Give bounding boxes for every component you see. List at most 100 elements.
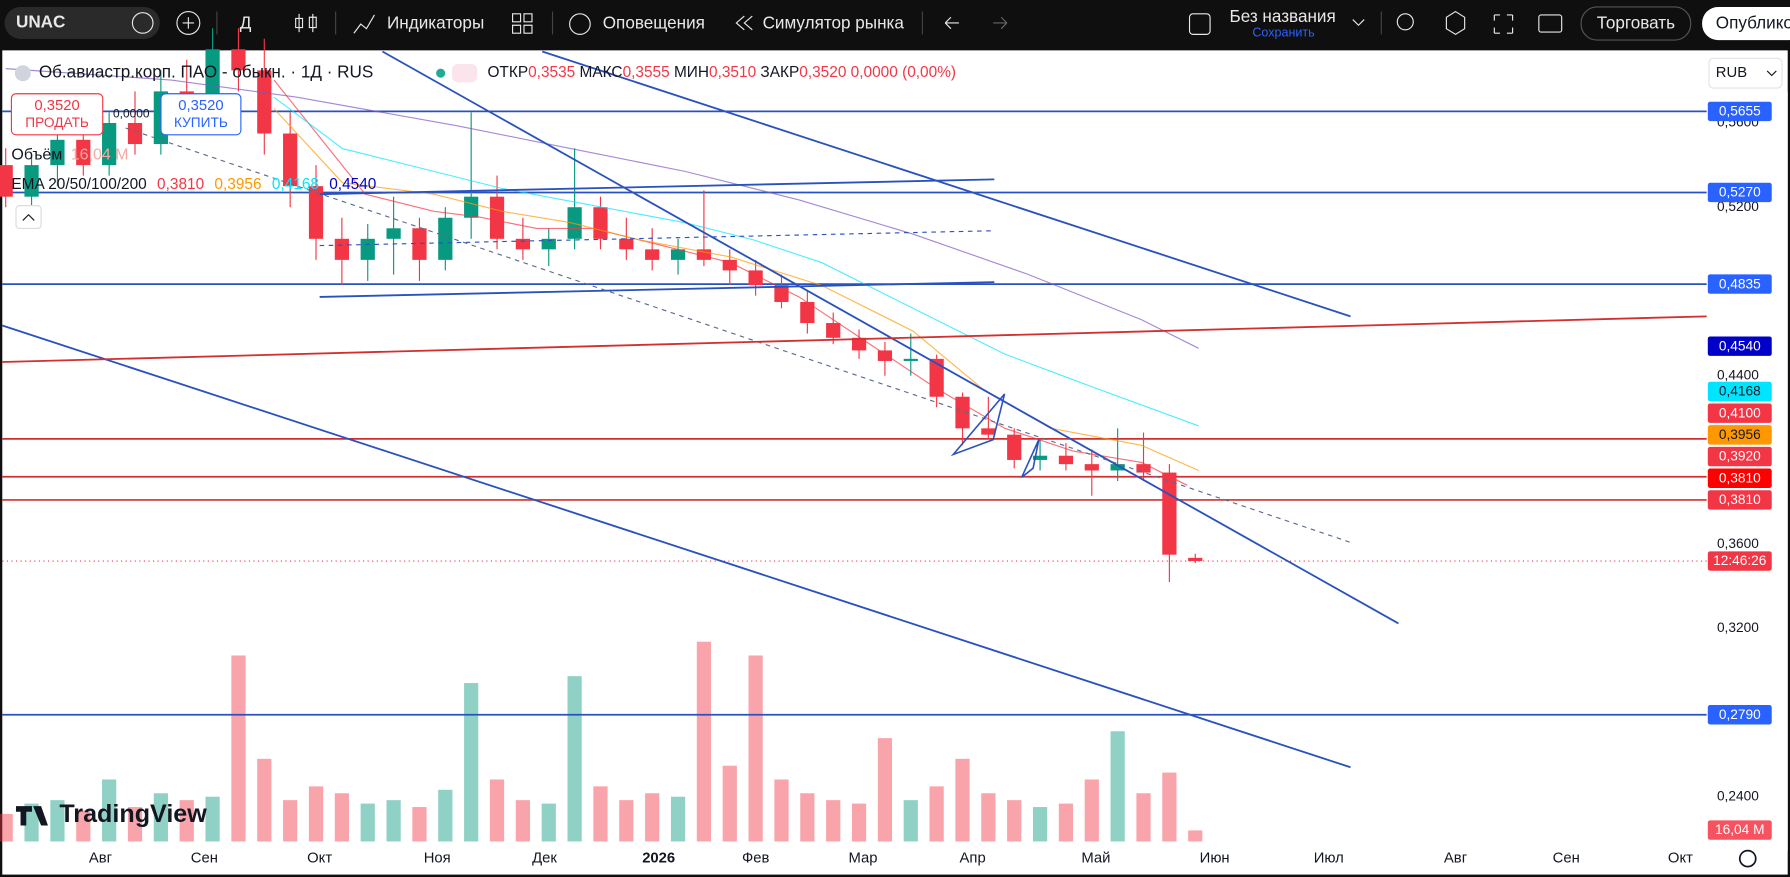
replay-icon[interactable] — [735, 15, 753, 31]
templates-button[interactable] — [511, 13, 533, 34]
candle-body — [464, 196, 479, 218]
ohlc-value: 0,3535 — [528, 64, 575, 81]
plus-icon — [182, 17, 195, 29]
y-tick-label: 0,3200 — [1717, 620, 1759, 635]
candle-body — [1110, 464, 1125, 471]
currency[interactable]: RUB — [1716, 65, 1747, 81]
legend: Об.авиастр.корп. ПАО - обыкн. · 1Д · RUS… — [10, 57, 1783, 868]
chart-type-button[interactable] — [295, 13, 317, 33]
volume-bar — [24, 803, 39, 842]
candle-body — [619, 238, 634, 250]
buy-label[interactable]: КУПИТЬ — [174, 115, 228, 130]
ohlc-value: 0,3555 — [623, 64, 670, 81]
fullscreen-button[interactable] — [1493, 14, 1514, 34]
compare-button[interactable] — [176, 10, 201, 35]
candle-body — [283, 133, 298, 187]
volume-bar — [619, 800, 634, 842]
settings-button[interactable] — [1445, 10, 1466, 36]
interval[interactable]: Д — [240, 14, 252, 33]
volume-bar — [541, 803, 556, 842]
alerts-button[interactable]: Оповещения — [603, 14, 705, 33]
volume-bar — [412, 807, 427, 842]
price-label: 0,5655 — [1719, 104, 1761, 119]
currency-button[interactable] — [1708, 57, 1783, 89]
x-tick-label: Апр — [960, 851, 986, 867]
symbol-icon[interactable] — [131, 12, 154, 34]
sell-price[interactable]: 0,3520 — [34, 98, 79, 114]
candle-body — [24, 165, 39, 197]
logo-text: TradingView — [59, 800, 207, 828]
trade-button[interactable] — [1580, 6, 1692, 41]
y-tick-label: 0,5200 — [1717, 199, 1759, 214]
candle-body — [386, 228, 401, 239]
buy-button[interactable] — [160, 93, 242, 136]
red-trend — [2, 315, 1707, 363]
ohlc-label: МИН — [674, 64, 709, 81]
volume-bar — [645, 793, 660, 842]
volume-bar — [877, 738, 893, 842]
save-link[interactable]: Сохранить — [1252, 26, 1315, 40]
volume-bar — [257, 758, 272, 842]
layout-menu[interactable] — [1352, 19, 1365, 27]
redo-button[interactable] — [993, 16, 1008, 30]
undo-button[interactable] — [944, 16, 959, 30]
candle-body — [127, 122, 143, 145]
buy-price[interactable]: 0,3520 — [178, 98, 223, 114]
volume-bar — [489, 779, 505, 842]
price-label-box — [1707, 403, 1772, 423]
symbol-search[interactable] — [4, 6, 160, 39]
collapse-icon — [22, 213, 35, 221]
volume-label-box — [1707, 820, 1772, 840]
volume-bar — [1110, 731, 1125, 842]
volume-bar — [438, 789, 453, 842]
search-button[interactable] — [1396, 13, 1414, 31]
volume-bar — [748, 655, 763, 842]
sell-label[interactable]: ПРОДАТЬ — [25, 115, 89, 130]
volume-bar — [205, 796, 220, 842]
volume-bar — [851, 803, 867, 842]
candle-body — [489, 196, 505, 239]
volume-bar — [127, 807, 143, 842]
publish-label[interactable]: Опублико — [1716, 14, 1790, 33]
alerts-icon[interactable] — [569, 13, 591, 35]
publish-button[interactable] — [1702, 6, 1790, 41]
ema-legend: EMA 20/50/100/200 0,3810 0,3956 0,4168 0,454… — [11, 176, 376, 193]
axis-settings[interactable] — [1738, 849, 1757, 868]
candle-body — [0, 165, 13, 197]
volume-bar — [50, 800, 65, 842]
sell-button[interactable] — [10, 93, 104, 136]
pattern — [950, 393, 1040, 478]
volume-bar — [800, 793, 815, 842]
collapse-button[interactable] — [15, 205, 42, 230]
volume-bar — [903, 800, 918, 842]
price-label: 0,3810 — [1719, 492, 1761, 507]
price-label: 0,3920 — [1719, 449, 1761, 464]
x-tick-label: Май — [1081, 851, 1110, 867]
indicators-icon[interactable] — [353, 14, 375, 34]
symbol[interactable]: UNAC — [16, 12, 65, 31]
price-label: 0,3810 — [1719, 470, 1761, 485]
candle-body — [334, 238, 349, 260]
layout-name[interactable]: Без названия — [1229, 7, 1335, 26]
replay-button[interactable]: Симулятор рынка — [763, 14, 905, 33]
volume-bar — [567, 676, 582, 842]
price-label-box — [1707, 182, 1772, 203]
x-tick-label: Окт — [307, 851, 332, 867]
layout-checkbox[interactable] — [1188, 13, 1211, 35]
currency-menu — [1766, 70, 1777, 77]
x-tick-label: Авг — [1444, 851, 1467, 867]
indicators-button[interactable]: Индикаторы — [387, 14, 484, 33]
volume-bar — [76, 810, 91, 842]
price-label: 0,4540 — [1719, 338, 1761, 353]
volume-bar — [231, 655, 246, 842]
trend-line — [541, 50, 1351, 318]
candle-body — [1084, 464, 1099, 471]
trade-label[interactable]: Торговать — [1597, 14, 1675, 33]
screenshot-button[interactable] — [1538, 14, 1563, 33]
ema100-line — [273, 96, 1199, 427]
candle-body — [670, 249, 686, 260]
candle-body — [1136, 464, 1151, 473]
volume-bar — [1084, 779, 1099, 842]
